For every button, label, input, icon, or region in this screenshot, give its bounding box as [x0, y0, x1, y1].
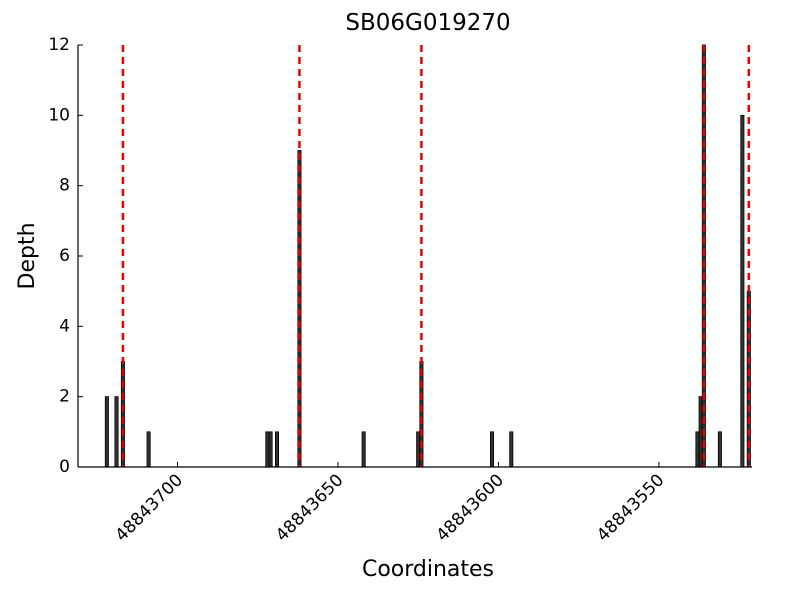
chart-title: SB06G019270 — [345, 10, 510, 36]
y-axis-label: Depth — [15, 222, 40, 289]
bar — [274, 431, 279, 468]
bar — [740, 114, 745, 468]
bar — [120, 361, 125, 468]
x-tick-label: 48843650 — [272, 470, 347, 545]
y-tick-label: 2 — [59, 387, 70, 407]
bar — [265, 431, 270, 468]
bar — [416, 431, 421, 468]
x-tick-label: 48843550 — [593, 470, 668, 545]
bar — [509, 431, 514, 468]
bar — [104, 396, 109, 468]
y-tick-label: 6 — [59, 246, 70, 266]
x-axis-label: Coordinates — [362, 557, 494, 582]
plot-area — [104, 44, 751, 468]
bar — [695, 431, 700, 468]
x-tick-label: 48843700 — [112, 470, 187, 545]
x-tick-label: 48843600 — [433, 470, 508, 545]
y-tick-label: 4 — [59, 316, 70, 336]
bar — [361, 431, 366, 468]
bar — [746, 290, 751, 468]
y-tick-label: 0 — [59, 457, 70, 477]
bar — [698, 396, 703, 468]
bar — [114, 396, 119, 468]
bar — [717, 431, 722, 468]
bar — [490, 431, 495, 468]
y-tick-label: 10 — [48, 105, 70, 125]
y-tick-label: 12 — [48, 35, 70, 55]
bar — [146, 431, 151, 468]
y-tick-label: 8 — [59, 176, 70, 196]
bar — [419, 361, 424, 468]
bar — [268, 431, 273, 468]
